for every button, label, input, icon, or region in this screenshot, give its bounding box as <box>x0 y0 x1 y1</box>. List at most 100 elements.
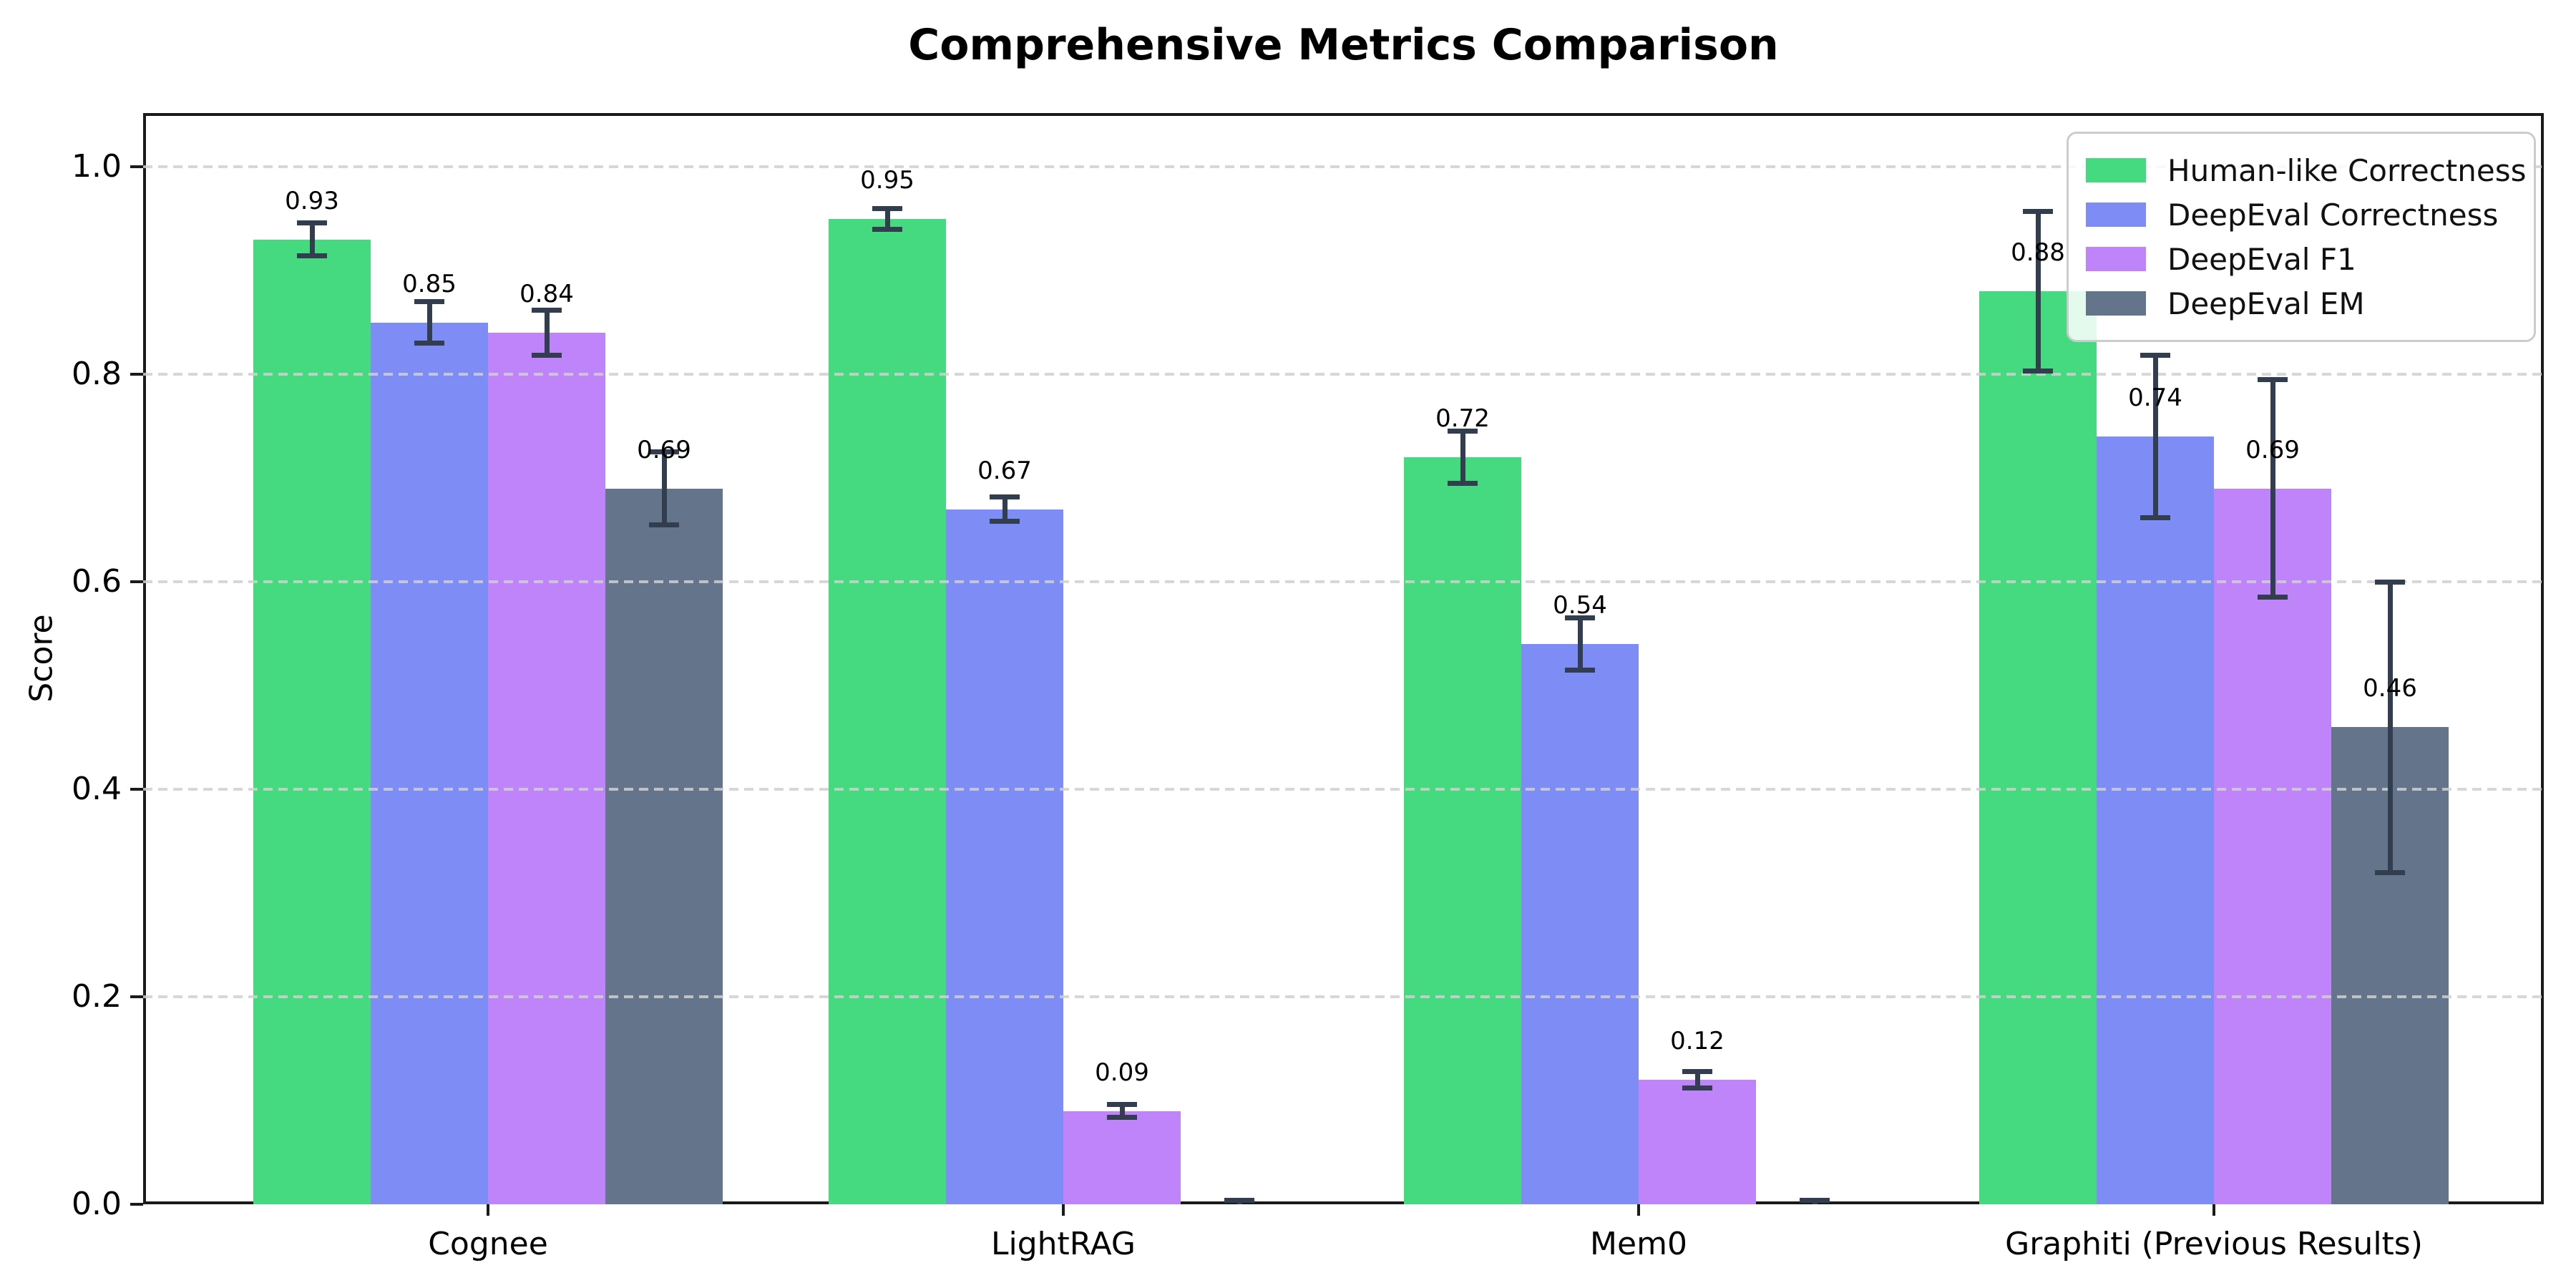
legend-label: Human-like Correctness <box>2167 152 2527 188</box>
bar-value-label: 0.67 <box>977 456 1032 485</box>
error-bar-cap-bottom <box>1448 480 1478 486</box>
bar-value-label: 0.88 <box>2011 238 2065 267</box>
legend-label: DeepEval Correctness <box>2167 197 2499 233</box>
bar <box>1063 1111 1181 1204</box>
x-tick-label: Mem0 <box>1590 1226 1687 1262</box>
y-tick-mark <box>130 1203 143 1206</box>
legend-item: Human-like Correctness <box>2086 148 2527 192</box>
error-bar-cap-bottom <box>1565 667 1595 673</box>
bar <box>1639 1080 1756 1204</box>
bar-value-label: 0.93 <box>285 186 339 215</box>
error-bar <box>2035 211 2041 371</box>
error-bar-cap-top <box>414 299 444 304</box>
bar-value-label: 0.84 <box>519 280 574 308</box>
error-bar <box>1460 431 1465 484</box>
error-bar-cap-bottom <box>2258 595 2288 600</box>
error-bar <box>661 452 667 525</box>
error-bar-cap-bottom <box>990 519 1020 525</box>
error-bar <box>1002 497 1008 522</box>
error-bar <box>2270 379 2275 597</box>
error-bar <box>1577 618 1583 670</box>
y-gridline <box>143 165 2544 168</box>
y-tick-label: 0.0 <box>72 1186 122 1222</box>
bar <box>253 239 371 1204</box>
error-bar-cap-top <box>1565 615 1595 621</box>
error-bar-cap-top <box>2140 353 2170 358</box>
bar <box>1521 644 1639 1204</box>
y-tick-mark <box>130 165 143 168</box>
legend-swatch-deepeval-correctness <box>2086 203 2146 227</box>
legend-swatch-deepeval-em <box>2086 291 2146 316</box>
chart-title: Comprehensive Metrics Comparison <box>908 20 1779 70</box>
error-bar <box>2152 355 2158 518</box>
x-tick-mark <box>1637 1204 1640 1216</box>
x-tick-label: LightRAG <box>990 1226 1136 1262</box>
x-tick-mark <box>1062 1204 1065 1216</box>
x-tick-label: Graphiti (Previous Results) <box>2005 1226 2423 1262</box>
error-bar-cap-bottom <box>532 353 562 358</box>
error-bar-cap-bottom <box>649 522 679 527</box>
bar <box>1979 291 2097 1204</box>
legend-item: DeepEval Correctness <box>2086 192 2517 237</box>
x-tick-mark <box>487 1204 489 1216</box>
bar <box>946 509 1063 1204</box>
bar-value-label: 0.46 <box>2363 674 2417 703</box>
bar-value-label: 0.72 <box>1435 404 1490 433</box>
error-bar-cap-bottom <box>2375 869 2405 875</box>
error-bar-cap-bottom <box>2023 369 2053 374</box>
y-gridline <box>143 788 2544 791</box>
x-tick-mark <box>2212 1204 2215 1216</box>
error-bar-cap-top <box>2375 579 2405 585</box>
error-bar <box>1694 1071 1700 1088</box>
y-tick-label: 0.4 <box>72 771 122 807</box>
x-tick-label: Cognee <box>428 1226 548 1262</box>
y-tick-mark <box>130 995 143 998</box>
error-bar-cap-top <box>649 449 679 455</box>
error-bar <box>884 208 890 229</box>
bar <box>2214 488 2331 1204</box>
error-bar <box>1119 1104 1125 1118</box>
bar-value-label: 0.12 <box>1670 1027 1724 1055</box>
error-bar-cap-top <box>1800 1197 1830 1203</box>
error-bar-cap-bottom <box>1107 1114 1137 1120</box>
y-gridline <box>143 373 2544 376</box>
bar-value-label: 0.95 <box>860 165 914 195</box>
bar-value-label: 0.54 <box>1553 591 1607 620</box>
bar <box>2097 436 2214 1204</box>
legend-label: DeepEval EM <box>2167 286 2365 321</box>
y-tick-label: 1.0 <box>72 148 122 185</box>
y-tick-label: 0.6 <box>72 563 122 600</box>
bar <box>605 488 723 1204</box>
bar <box>371 322 488 1204</box>
legend-item: DeepEval F1 <box>2086 237 2517 281</box>
error-bar-cap-top <box>2023 208 2053 214</box>
error-bar-cap-bottom <box>1682 1085 1712 1091</box>
error-bar-cap-bottom <box>414 341 444 346</box>
error-bar-cap-top <box>1224 1197 1254 1203</box>
bar-value-label: 0.69 <box>2245 435 2300 464</box>
error-bar <box>2387 582 2393 872</box>
y-gridline <box>143 580 2544 583</box>
error-bar <box>309 223 315 256</box>
error-bar-cap-top <box>990 494 1020 499</box>
error-bar-cap-top <box>2258 376 2288 382</box>
bar-value-label: 0.09 <box>1095 1058 1149 1087</box>
error-bar-cap-top <box>532 307 562 313</box>
legend-swatch-human-like-correctness <box>2086 158 2146 182</box>
y-tick-label: 0.2 <box>72 978 122 1015</box>
bar <box>488 333 605 1204</box>
legend-label: DeepEval F1 <box>2167 241 2356 277</box>
y-tick-mark <box>130 580 143 583</box>
y-tick-mark <box>130 788 143 791</box>
error-bar-cap-top <box>1107 1102 1137 1108</box>
bar <box>1404 457 1521 1204</box>
error-bar-cap-top <box>1682 1068 1712 1074</box>
error-bar-cap-top <box>872 205 902 211</box>
error-bar-cap-bottom <box>872 226 902 232</box>
error-bar-cap-bottom <box>2140 514 2170 520</box>
y-tick-mark <box>130 373 143 376</box>
error-bar-cap-bottom <box>297 253 327 259</box>
error-bar <box>544 310 550 356</box>
bar <box>829 218 946 1204</box>
